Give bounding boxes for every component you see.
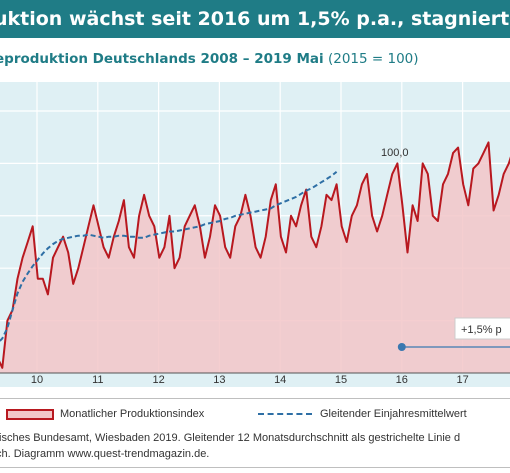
x-tick-label: 11 — [92, 374, 103, 386]
chart-area: 10 11 12 13 14 15 16 17 100,0 +1,5% p — [0, 82, 510, 387]
source-note: tisches Bundesamt, Wiesbaden 2019. Gleit… — [0, 430, 510, 462]
monthly-series-line — [0, 141, 510, 369]
x-tick-label: 15 — [335, 374, 347, 386]
title-bar: uktion wächst seit 2016 um 1,5% p.a., st… — [0, 0, 510, 38]
x-tick-label: 16 — [396, 374, 408, 386]
legend-swatch-monthly — [6, 408, 54, 420]
source-line-1: tisches Bundesamt, Wiesbaden 2019. Gleit… — [0, 432, 461, 444]
chart-subtitle: eproduktion Deutschlands 2008 – 2019 Mai… — [0, 47, 510, 71]
reference-label: 100,0 — [381, 147, 409, 159]
annotation-label: +1,5% p — [461, 324, 502, 336]
subtitle-main: eproduktion Deutschlands 2008 – 2019 Mai — [0, 51, 324, 67]
subtitle-unit: (2015 = 100) — [327, 51, 419, 67]
x-tick-label: 13 — [213, 374, 225, 386]
bottom-rule — [0, 467, 510, 473]
legend-item-monthly: Monatlicher Produktionsindex — [6, 408, 204, 420]
x-tick-label: 10 — [31, 374, 43, 386]
x-tick-label: 14 — [274, 374, 286, 386]
legend: Monatlicher Produktionsindex Gleitender … — [0, 398, 510, 429]
legend-label-monthly: Monatlicher Produktionsindex — [60, 408, 205, 420]
source-line-2: ch. Diagramm www.quest-trendmagazin.de. — [0, 448, 210, 460]
production-chart: 10 11 12 13 14 15 16 17 100,0 +1,5% p — [0, 82, 510, 386]
monthly-area — [0, 142, 510, 373]
x-tick-label: 12 — [152, 374, 164, 386]
legend-swatch-moving-average — [258, 413, 312, 416]
annotation-dot — [397, 343, 406, 351]
x-tick-label: 17 — [456, 374, 468, 386]
chart-title: uktion wächst seit 2016 um 1,5% p.a., st… — [0, 8, 510, 30]
legend-label-moving-average: Gleitender Einjahresmittelwert — [320, 408, 467, 420]
legend-item-moving-average: Gleitender Einjahresmittelwert — [258, 408, 467, 420]
annotation-box — [454, 317, 510, 340]
moving-average-line — [0, 171, 338, 343]
